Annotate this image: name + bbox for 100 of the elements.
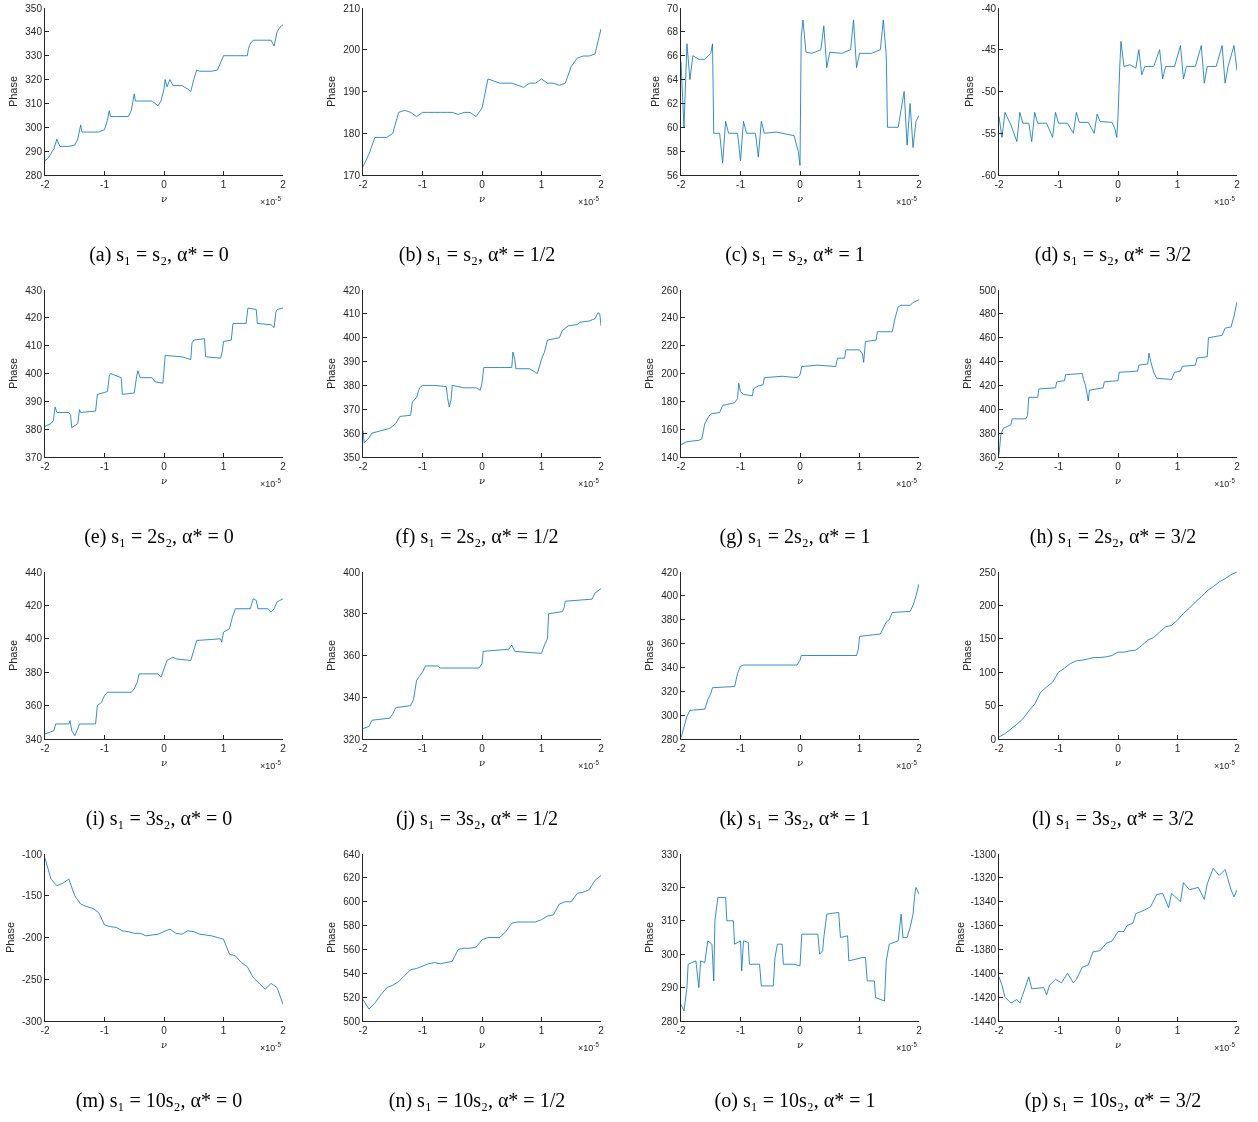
y-tick-label: 380 bbox=[661, 614, 679, 626]
y-tick-label: -1340 bbox=[970, 896, 997, 908]
y-tick-label: 340 bbox=[25, 733, 43, 745]
x-tick-label: -1 bbox=[1054, 743, 1064, 754]
x-tick-label: 0 bbox=[797, 1025, 804, 1036]
x-tick-label: 1 bbox=[538, 461, 545, 472]
y-tick-label: 460 bbox=[979, 332, 997, 344]
y-tick-label: 380 bbox=[25, 666, 43, 678]
x-tick-label: -2 bbox=[40, 1025, 50, 1036]
x-tick-label: -2 bbox=[676, 461, 686, 472]
y-tick-label: -55 bbox=[981, 127, 997, 139]
y-tick-label: 300 bbox=[661, 948, 679, 960]
y-tick-label: 320 bbox=[661, 685, 679, 697]
y-tick-label: 330 bbox=[661, 848, 679, 860]
x-tick-label: 2 bbox=[280, 179, 287, 190]
y-tick-label: -300 bbox=[21, 1015, 43, 1027]
x-axis-title: ν bbox=[160, 1038, 168, 1050]
y-tick-label: 260 bbox=[661, 284, 679, 296]
x-tick-label: 0 bbox=[797, 461, 804, 472]
y-tick-label: 330 bbox=[25, 50, 43, 62]
text: ×10$^{-5}$ bbox=[896, 477, 918, 489]
y-tick-label: 340 bbox=[661, 661, 679, 673]
y-axis-title: Phase bbox=[324, 921, 337, 954]
y-axis-title: Phase bbox=[324, 357, 337, 390]
y-tick-label: 410 bbox=[343, 308, 361, 320]
y-tick-label: 68 bbox=[666, 26, 679, 38]
y-tick-label: 370 bbox=[25, 451, 43, 463]
x-tick-label: -1 bbox=[1054, 461, 1064, 472]
y-tick-label: 350 bbox=[25, 2, 43, 14]
x-tick-label: 0 bbox=[161, 743, 168, 754]
text: ×10$^{-5}$ bbox=[260, 477, 282, 489]
x-tick-label: 0 bbox=[1115, 743, 1122, 754]
text: ×10$^{-5}$ bbox=[578, 477, 600, 489]
y-tick-label: 540 bbox=[343, 967, 361, 979]
y-axis-title: Phase bbox=[642, 639, 655, 672]
line-series bbox=[999, 867, 1237, 1004]
x-tick-label: 2 bbox=[1234, 1025, 1241, 1036]
x-tick-label: -2 bbox=[676, 1025, 686, 1036]
y-tick-label: 420 bbox=[343, 284, 361, 296]
text: ×10$^{-5}$ bbox=[896, 759, 918, 771]
x-tick-label: -1 bbox=[736, 461, 746, 472]
y-tick-label: 280 bbox=[25, 169, 43, 181]
x-tick-label: 0 bbox=[1115, 179, 1122, 190]
text: ×10$^{-5}$ bbox=[1214, 1041, 1236, 1053]
x-axis-title: ν bbox=[1114, 192, 1122, 204]
x-axis-title: ν bbox=[796, 474, 804, 486]
x-tick-label: -2 bbox=[40, 743, 50, 754]
text: ×10$^{-5}$ bbox=[1214, 759, 1236, 771]
y-tick-label: 200 bbox=[979, 599, 997, 611]
y-tick-label: 560 bbox=[343, 943, 361, 955]
y-tick-label: 380 bbox=[979, 427, 997, 439]
text: ×10$^{-5}$ bbox=[578, 195, 600, 207]
line-series bbox=[681, 19, 919, 166]
y-tick-label: 210 bbox=[343, 2, 361, 14]
y-tick-label: -100 bbox=[21, 848, 43, 860]
line-series bbox=[363, 875, 601, 1010]
y-tick-label: -1440 bbox=[970, 1015, 997, 1027]
y-tick-label: 420 bbox=[25, 312, 43, 324]
x-tick-label: 0 bbox=[161, 1025, 168, 1036]
y-tick-label: 0 bbox=[990, 733, 997, 745]
y-tick-label: 580 bbox=[343, 920, 361, 932]
x-tick-label: -1 bbox=[736, 743, 746, 754]
x-tick-label: -1 bbox=[418, 1025, 428, 1036]
y-tick-label: -40 bbox=[981, 2, 997, 14]
y-tick-label: 350 bbox=[343, 451, 361, 463]
y-axis-title: Phase bbox=[642, 357, 655, 390]
y-tick-label: 250 bbox=[979, 566, 997, 578]
y-tick-label: 320 bbox=[661, 881, 679, 893]
x-axis-title: ν bbox=[478, 1038, 486, 1050]
text: (k) s₁ = 3s₂, α* = 1 bbox=[719, 806, 871, 830]
y-tick-label: 520 bbox=[343, 991, 361, 1003]
y-tick-label: 300 bbox=[25, 121, 43, 133]
y-tick-label: 220 bbox=[661, 340, 679, 352]
x-tick-label: -2 bbox=[676, 179, 686, 190]
y-axis-title: Phase bbox=[648, 75, 661, 108]
x-tick-label: 1 bbox=[856, 179, 863, 190]
text: (l) s₁ = 3s₂, α* = 3/2 bbox=[1032, 806, 1194, 830]
x-tick-label: 2 bbox=[916, 1025, 923, 1036]
x-axis-title: ν bbox=[160, 474, 168, 486]
text: ×10$^{-5}$ bbox=[260, 1041, 282, 1053]
x-tick-label: 1 bbox=[220, 179, 227, 190]
y-tick-label: 430 bbox=[25, 284, 43, 296]
text: (d) s₁ = s₂, α* = 3/2 bbox=[1034, 242, 1192, 266]
y-tick-label: 400 bbox=[343, 566, 361, 578]
text: (f) s₁ = 2s₂, α* = 1/2 bbox=[395, 524, 559, 548]
x-tick-label: 0 bbox=[479, 179, 486, 190]
y-tick-label: 100 bbox=[979, 666, 997, 678]
x-tick-label: -1 bbox=[100, 179, 110, 190]
x-tick-label: 2 bbox=[598, 461, 605, 472]
y-tick-label: 420 bbox=[25, 599, 43, 611]
x-tick-label: 2 bbox=[1234, 743, 1241, 754]
line-series bbox=[45, 24, 283, 162]
y-tick-label: 310 bbox=[25, 97, 43, 109]
x-tick-label: 1 bbox=[538, 1025, 545, 1036]
x-tick-label: 2 bbox=[916, 179, 923, 190]
y-tick-label: 380 bbox=[343, 608, 361, 620]
x-tick-label: 0 bbox=[479, 461, 486, 472]
x-tick-label: -1 bbox=[100, 743, 110, 754]
y-axis-title: Phase bbox=[642, 921, 655, 954]
x-tick-label: -2 bbox=[994, 1025, 1004, 1036]
